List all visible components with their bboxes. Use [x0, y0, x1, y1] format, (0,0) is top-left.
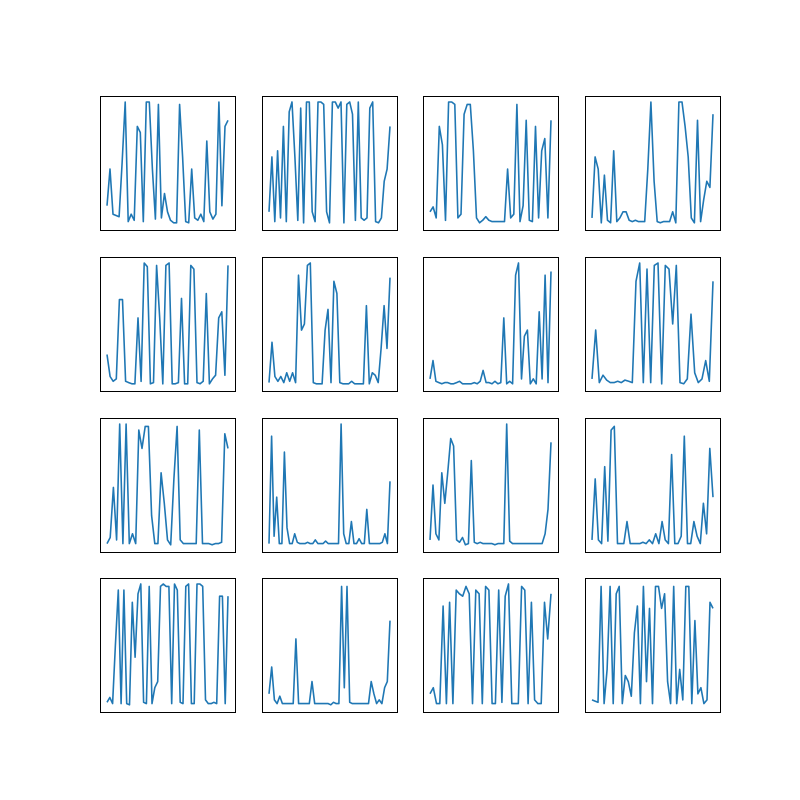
series-line	[106, 262, 229, 385]
axes-frame	[585, 418, 721, 553]
series-line	[429, 101, 552, 224]
subplot-10	[262, 418, 398, 553]
axes-frame	[262, 578, 398, 713]
series-line	[591, 425, 714, 545]
axes-frame	[262, 96, 398, 231]
series-line	[106, 423, 229, 546]
subplot-6	[262, 257, 398, 392]
axes-frame	[423, 578, 559, 713]
series-line	[268, 101, 391, 224]
series-line	[429, 423, 552, 546]
subplot-11	[423, 418, 559, 553]
subplot-3	[423, 96, 559, 231]
axes-frame	[585, 257, 721, 392]
series-line	[268, 262, 391, 385]
series-line	[268, 585, 391, 706]
subplot-5	[100, 257, 236, 392]
axes-frame	[100, 96, 236, 231]
subplot-12	[585, 418, 721, 553]
axes-frame	[100, 578, 236, 713]
subplot-14	[262, 578, 398, 713]
axes-frame	[262, 418, 398, 553]
subplot-grid	[100, 96, 721, 713]
axes-frame	[100, 418, 236, 553]
subplot-4	[585, 96, 721, 231]
axes-frame	[100, 257, 236, 392]
series-line	[591, 262, 714, 385]
subplot-13	[100, 578, 236, 713]
subplot-1	[100, 96, 236, 231]
subplot-7	[423, 257, 559, 392]
series-line	[429, 262, 552, 385]
axes-frame	[423, 257, 559, 392]
series-line	[429, 583, 552, 705]
axes-frame	[423, 96, 559, 231]
axes-frame	[423, 418, 559, 553]
subplot-9	[100, 418, 236, 553]
series-line	[268, 423, 391, 545]
subplot-15	[423, 578, 559, 713]
subplot-2	[262, 96, 398, 231]
axes-frame	[585, 96, 721, 231]
series-line	[591, 101, 714, 224]
axes-frame	[585, 578, 721, 713]
series-line	[591, 585, 714, 705]
subplot-8	[585, 257, 721, 392]
series-line	[106, 583, 229, 706]
axes-frame	[262, 257, 398, 392]
series-line	[106, 101, 229, 224]
subplot-16	[585, 578, 721, 713]
